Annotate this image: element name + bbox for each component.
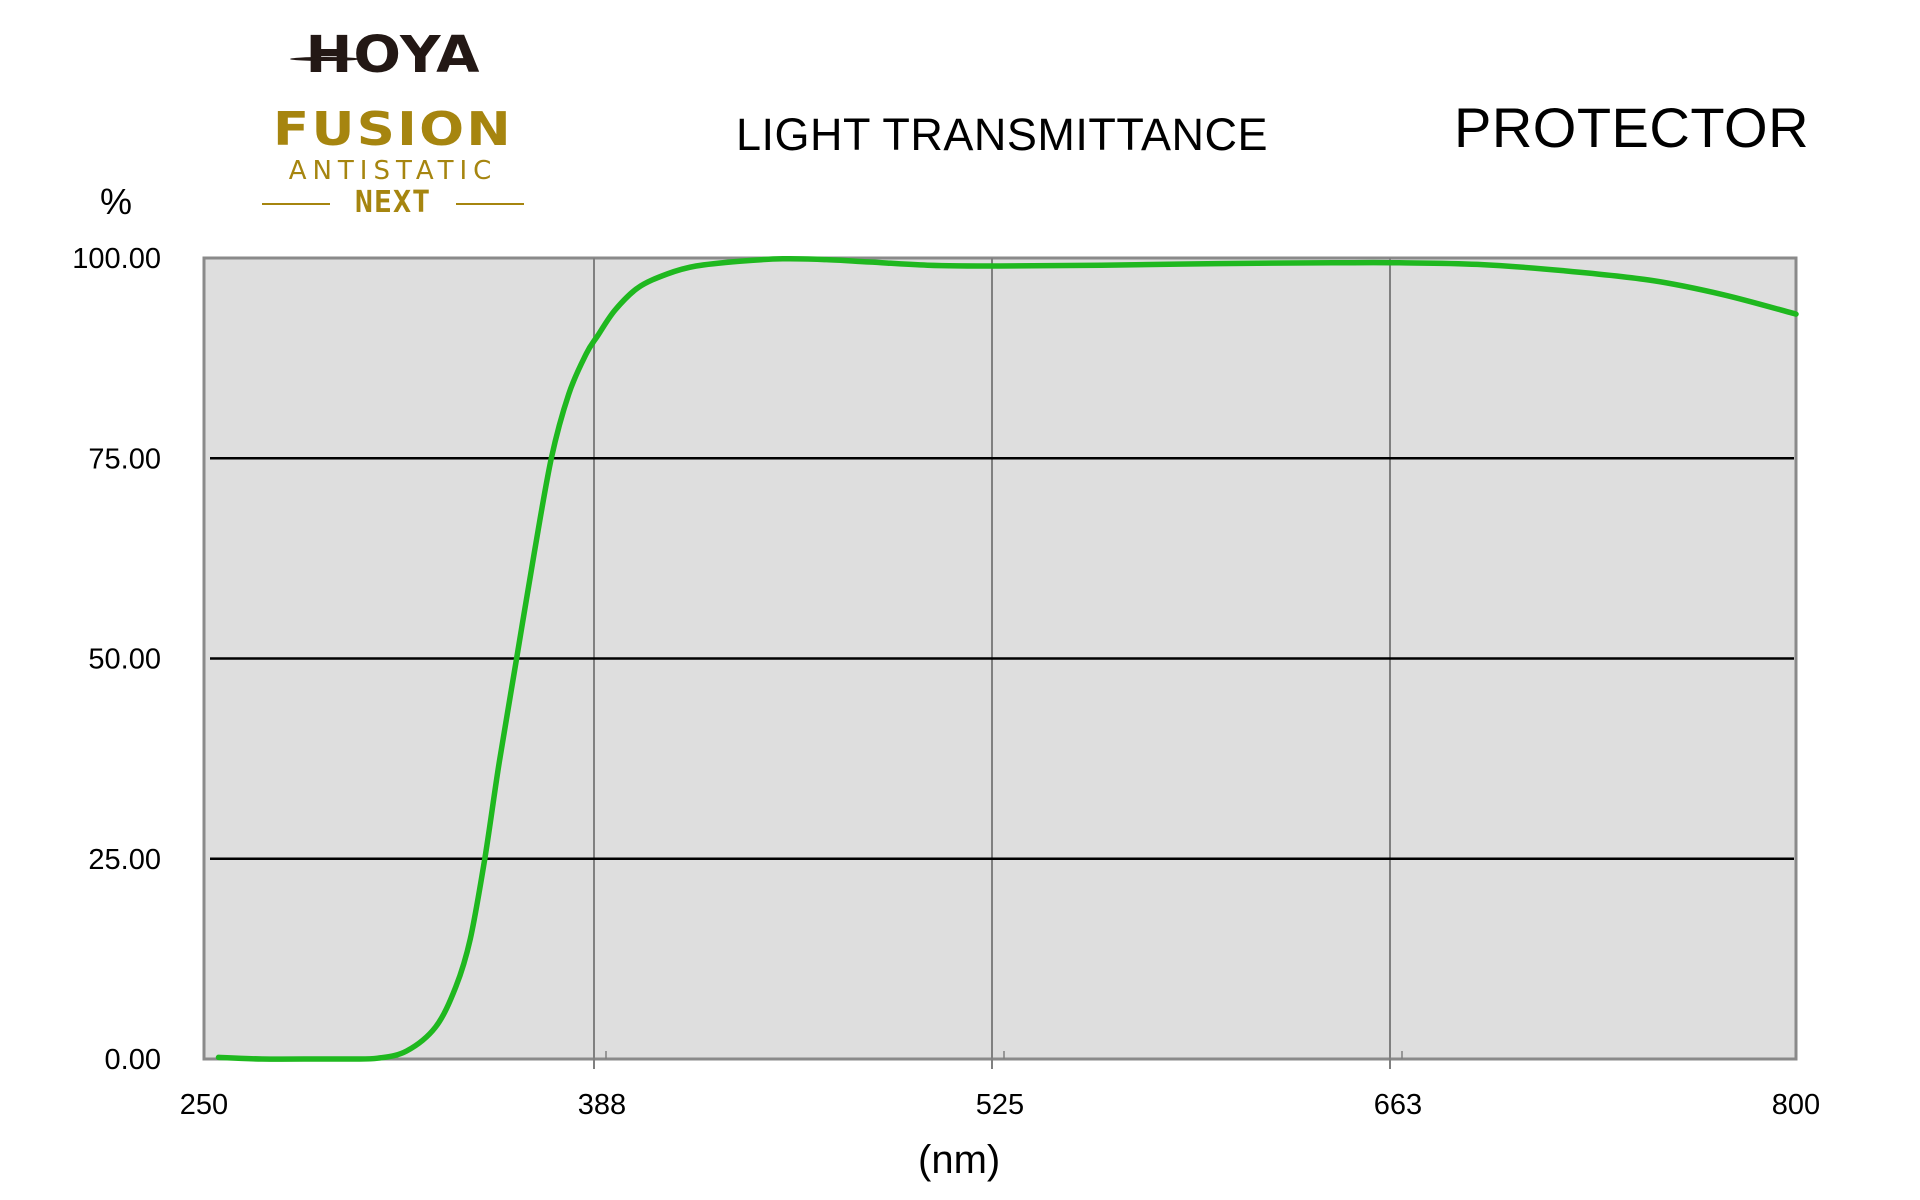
product-name: PROTECTOR: [1454, 96, 1810, 159]
y-axis-unit-label: %: [100, 181, 133, 222]
x-tick-label: 250: [180, 1089, 228, 1121]
x-tick-label: 525: [976, 1089, 1024, 1121]
logo-rule-right: [456, 203, 524, 205]
x-axis-title: (nm): [918, 1138, 1001, 1182]
x-tick-label: 663: [1374, 1089, 1422, 1121]
y-tick-label: 0.00: [105, 1044, 161, 1076]
brand-logo-antistatic: ANTISTATIC: [288, 156, 498, 186]
y-tick-label: 75.00: [88, 443, 161, 475]
vertical-gridlines: [593, 258, 1403, 1069]
logo-rule-left: [262, 203, 330, 205]
brand-logo-hoya: HOYA: [305, 26, 481, 85]
horizontal-gridlines: [210, 457, 1794, 860]
x-tick-label: 800: [1772, 1089, 1820, 1121]
y-tick-label: 100.00: [72, 243, 161, 275]
brand-logo-fusion: FUSION: [273, 102, 513, 156]
chart-title: LIGHT TRANSMITTANCE: [736, 109, 1269, 160]
hoya-fusion-antistatic-next-logo: HOYA FUSION ANTISTATIC NEXT: [258, 28, 528, 228]
y-tick-label: 25.00: [88, 844, 161, 876]
y-axis-tick-labels: 0.00 25.00 50.00 75.00 100.00: [72, 243, 161, 1076]
x-axis-tick-labels: 250 388 525 663 800: [180, 1089, 1820, 1121]
x-tick-label: 388: [578, 1089, 626, 1121]
brand-logo-next: NEXT: [354, 185, 432, 220]
brand-logo-next-row: NEXT: [262, 188, 524, 218]
y-tick-label: 50.00: [88, 644, 161, 676]
transmittance-curve: [215, 255, 1799, 1062]
logo-swoosh-icon: [290, 57, 360, 61]
